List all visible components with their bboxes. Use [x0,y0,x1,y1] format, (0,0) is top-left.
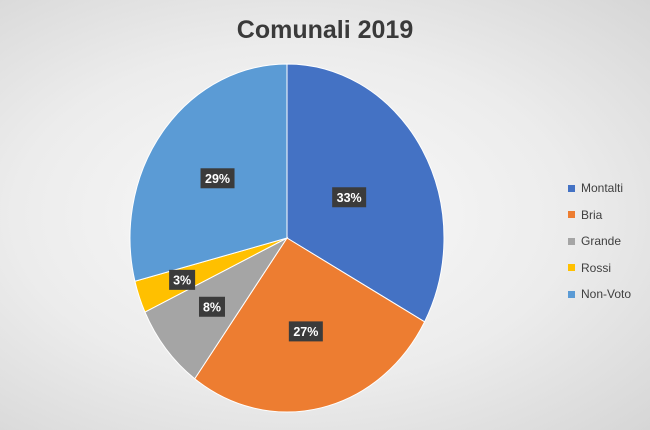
data-label-non-voto: 29% [200,168,235,189]
data-label-text: 27% [293,325,318,339]
data-label-box [169,269,196,290]
data-label-box [198,296,225,317]
legend-swatch [568,211,575,219]
data-label-bria: 27% [288,321,323,342]
data-label-text: 29% [205,172,230,186]
data-label-box [200,168,235,189]
legend-item-rossi: Rossi [568,255,644,282]
data-label-text: 33% [337,191,362,205]
chart-title: Comunali 2019 [236,16,414,44]
data-label-box [288,321,323,342]
legend-label: Rossi [581,260,612,275]
chart-legend: Montalti Bria Grande Rossi Non-Voto [568,175,644,308]
legend-swatch [568,264,575,272]
data-label-text: 8% [203,300,221,314]
legend-label: Grande [581,234,622,249]
data-label-grande: 8% [198,296,225,317]
data-label-text: 3% [173,273,191,287]
legend-item-bria: Bria [568,202,644,229]
legend-item-non-voto: Non-Voto [568,281,644,308]
data-label-montalti: 33% [332,187,367,208]
legend-item-montalti: Montalti [568,175,644,202]
legend-label: Non-Voto [581,287,632,302]
legend-label: Bria [581,207,603,222]
data-label-rossi: 3% [169,269,196,290]
data-label-box [332,187,367,208]
legend-item-grande: Grande [568,228,644,255]
legend-swatch [568,290,575,298]
legend-swatch [568,184,575,192]
legend-label: Montalti [581,181,624,196]
legend-swatch [568,237,575,245]
